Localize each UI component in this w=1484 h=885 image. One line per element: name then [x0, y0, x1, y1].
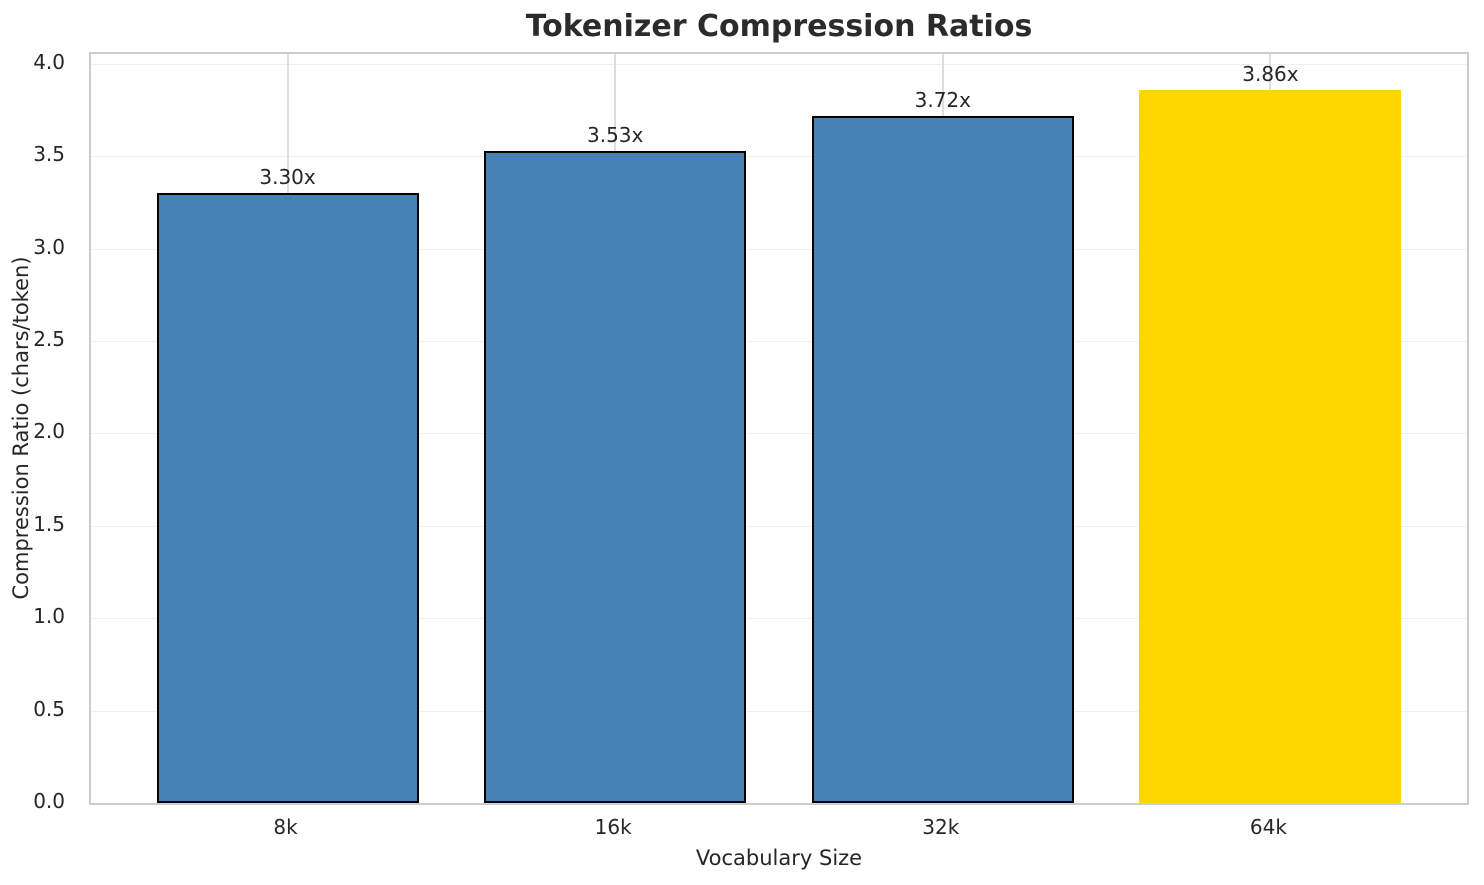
chart-title: Tokenizer Compression Ratios	[525, 9, 1033, 44]
y-tick-labels: 0.0 0.5 1.0 1.5 2.0 2.5 3.0 3.5 4.0	[0, 49, 77, 811]
y-tick-label-3.5: 3.5	[33, 142, 65, 167]
gridline-horizontal	[91, 63, 1467, 65]
y-tick-label-0.5: 0.5	[33, 696, 65, 721]
y-tick-label-2.0: 2.0	[33, 419, 65, 444]
bar-8k	[156, 193, 419, 803]
gridline-horizontal	[91, 433, 1467, 435]
bar-value-label-layer: 3.30x 3.53x 3.72x 3.86x	[91, 54, 1467, 803]
y-tick-label-4.0: 4.0	[33, 49, 65, 74]
bar-layer	[91, 54, 1467, 803]
x-tick-label-8k: 8k	[273, 815, 298, 839]
x-tick-label-16k: 16k	[594, 815, 632, 839]
x-tick-label-64k: 64k	[1249, 815, 1287, 839]
bar-64k	[1139, 90, 1402, 803]
gridline-horizontal	[91, 248, 1467, 250]
gridline-horizontal	[91, 340, 1467, 342]
gridline-horizontal	[91, 525, 1467, 527]
gridline-horizontal	[91, 156, 1467, 158]
gridline-horizontal	[91, 618, 1467, 620]
x-tick-label-32k: 32k	[922, 815, 960, 839]
bar-value-label-16k: 3.53x	[587, 123, 644, 147]
x-axis-label: Vocabulary Size	[695, 846, 863, 870]
bar-value-label-64k: 3.86x	[1242, 62, 1299, 86]
y-tick-label-0.0: 0.0	[33, 789, 65, 813]
plot-area: 3.30x 3.53x 3.72x 3.86x	[89, 52, 1469, 805]
y-tick-label-2.5: 2.5	[33, 326, 65, 351]
bar-16k	[484, 151, 747, 803]
bar-value-label-8k: 3.30x	[259, 165, 316, 189]
x-tick-labels: 8k 16k 32k 64k	[89, 805, 1469, 845]
y-tick-label-3.0: 3.0	[33, 234, 65, 259]
y-tick-label-1.5: 1.5	[33, 511, 65, 536]
gridline-horizontal	[91, 710, 1467, 712]
bar-value-label-32k: 3.72x	[914, 88, 971, 112]
bar-32k	[811, 116, 1074, 803]
y-tick-label-1.0: 1.0	[33, 604, 65, 629]
